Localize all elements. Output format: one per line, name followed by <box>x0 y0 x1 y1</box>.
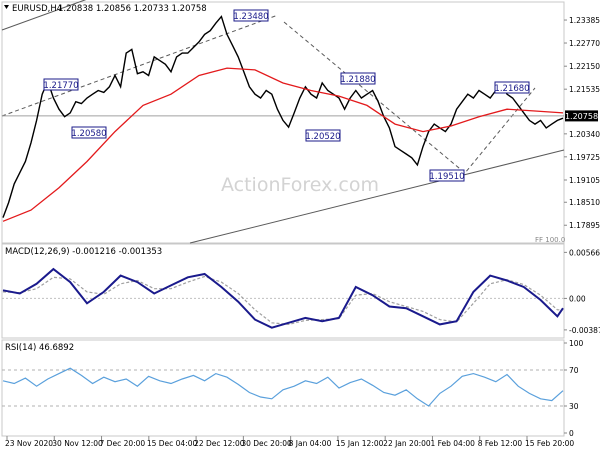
peak-label-6: 1.19510 <box>429 169 465 182</box>
channel-top-line <box>1 0 87 31</box>
macd-tick-label: -0.003872 <box>569 326 600 335</box>
time-tick-label: 23 Nov 2020 <box>5 439 53 448</box>
peak-label-4: 1.20520 <box>305 129 341 142</box>
peak-label-1-text: 1.21770 <box>43 81 78 91</box>
clipped-axis-label: FF 100.0 <box>535 236 565 244</box>
peak-label-5-text: 1.21880 <box>340 75 375 85</box>
time-tick-label: 7 Dec 20:00 <box>100 439 146 448</box>
macd-panel-frame <box>1 243 565 339</box>
price-axis: 1.23385 1.22770 1.22150 1.21535 1.20340 1.197… <box>564 16 600 230</box>
rsi-title: RSI(14) 46.6892 <box>5 343 74 353</box>
peak-label-3-text: 1.23480 <box>233 12 268 22</box>
time-tick-label: 30 Dec 20:00 <box>241 439 292 448</box>
macd-title: MACD(12,26,9) -0.001216 -0.001353 <box>5 247 162 257</box>
header: EURUSD,H4 1.20838 1.20856 1.20733 1.2075… <box>4 4 207 14</box>
peak-label-3: 1.23480 <box>233 9 269 22</box>
lower-channel-line <box>189 149 565 244</box>
time-tick-label: 22 Jan 20:00 <box>383 439 431 448</box>
ema-line <box>2 67 564 222</box>
peak-labels: 1.21770 1.20580 1.23480 1.20520 1.21880 … <box>43 9 530 182</box>
ohlc-values: 1.20838 1.20856 1.20733 1.20758 <box>58 4 207 14</box>
peak-label-7: 1.21680 <box>494 81 530 94</box>
price-tick-label: 1.19725 <box>569 153 600 162</box>
price-panel: 1.23385 1.22770 1.22150 1.21535 1.20340 1.197… <box>1 0 600 244</box>
watermark: ActionForex.com <box>221 174 379 196</box>
rsi-panel-frame <box>1 339 565 437</box>
rsi-tick-label: 70 <box>569 366 579 375</box>
rsi-axis: 100 70 30 0 <box>564 339 584 438</box>
price-tick-label: 1.23385 <box>569 16 600 25</box>
time-tick-label: 15 Dec 04:00 <box>147 439 198 448</box>
price-panel-frame <box>1 1 565 244</box>
time-axis: 23 Nov 2020 30 Nov 12:007 Dec 20:00 15 Dec… <box>5 436 574 448</box>
time-tick-label: 22 Dec 12:00 <box>194 439 245 448</box>
current-price-box <box>565 110 598 122</box>
peak-label-5: 1.21880 <box>340 72 376 85</box>
time-tick-label: 1 Feb 04:00 <box>430 439 475 448</box>
rsi-tick-label: 30 <box>569 402 579 411</box>
price-series-line <box>2 15 564 218</box>
macd-line <box>2 267 564 329</box>
peak-label-1: 1.21770 <box>43 78 79 91</box>
macd-signal-line <box>2 275 563 326</box>
peak-label-6-text: 1.19510 <box>429 172 464 182</box>
rsi-tick-label: 0 <box>569 429 574 438</box>
price-tick-label: 1.21535 <box>569 85 600 94</box>
symbol-label: EURUSD,H4 <box>12 4 62 14</box>
price-tick-label: 1.19105 <box>569 176 600 185</box>
rsi-line <box>2 367 564 407</box>
time-tick-label: 15 Feb 20:00 <box>525 439 574 448</box>
price-tick-label: 1.20340 <box>569 130 600 139</box>
macd-axis: 0.005662 0.00 -0.003872 <box>564 248 600 335</box>
time-tick-label: 30 Nov 12:00 <box>52 439 103 448</box>
macd-tick-label: 0.005662 <box>569 248 600 257</box>
rsi-tick-label: 100 <box>569 339 584 348</box>
symbol-marker-icon <box>4 5 9 9</box>
price-tick-label: 1.17895 <box>569 221 600 230</box>
macd-tick-label: 0.00 <box>569 294 586 303</box>
price-tick-label: 1.22770 <box>569 39 600 48</box>
current-price-tag: 1.20758 <box>565 110 598 122</box>
peak-label-7-text: 1.21680 <box>494 84 529 94</box>
current-price-text: 1.20758 <box>565 112 598 121</box>
peak-label-2: 1.20580 <box>71 126 107 139</box>
macd-panel: 0.005662 0.00 -0.003872 MACD(12,26,9) -0.0… <box>1 243 600 339</box>
peak-label-4-text: 1.20520 <box>305 132 340 142</box>
peak-label-2-text: 1.20580 <box>71 129 106 139</box>
rsi-panel: 100 70 30 0 RSI(14) 46.6892 <box>1 339 584 438</box>
time-tick-label: 8 Feb 12:00 <box>478 439 523 448</box>
time-tick-label: 8 Jan 04:00 <box>289 439 332 448</box>
price-tick-label: 1.22150 <box>569 62 600 71</box>
price-tick-label: 1.18510 <box>569 198 600 207</box>
time-tick-label: 15 Jan 12:00 <box>336 439 384 448</box>
